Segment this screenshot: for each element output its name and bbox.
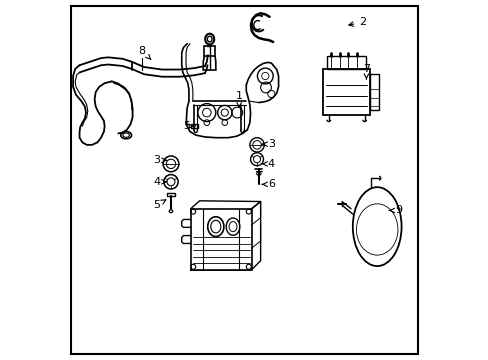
Bar: [369, 74, 378, 110]
Text: 4: 4: [153, 177, 166, 187]
Text: 7: 7: [362, 64, 369, 80]
Text: 4: 4: [262, 159, 274, 169]
Text: 9: 9: [389, 206, 402, 216]
Text: 5: 5: [183, 121, 193, 131]
Bar: [167, 193, 175, 196]
Text: 6: 6: [262, 179, 274, 189]
Text: 8: 8: [139, 46, 150, 59]
Bar: [190, 124, 198, 128]
Text: 1: 1: [235, 91, 242, 107]
Bar: [323, 69, 369, 116]
Bar: [326, 56, 366, 69]
Bar: [204, 46, 215, 56]
Text: 3: 3: [262, 139, 274, 149]
Text: 3: 3: [153, 155, 166, 165]
Text: 2: 2: [348, 17, 366, 27]
Text: 5: 5: [153, 200, 165, 210]
